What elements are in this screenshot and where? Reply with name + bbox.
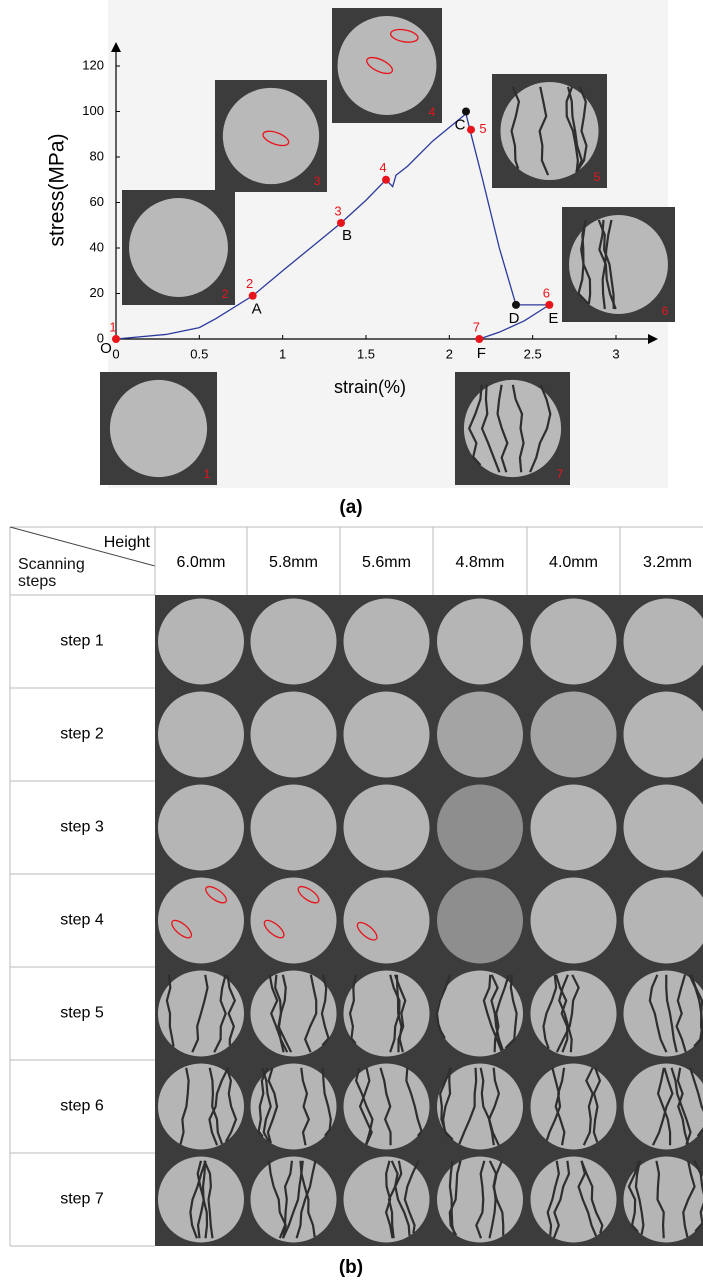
point-letter: A bbox=[252, 301, 262, 318]
point-number: 6 bbox=[543, 285, 550, 300]
y-tick-label: 100 bbox=[82, 103, 104, 118]
scan-point bbox=[249, 292, 257, 300]
inset-label: 3 bbox=[314, 174, 321, 188]
sample bbox=[338, 16, 437, 115]
inset-label: 6 bbox=[662, 304, 669, 318]
inset-label: 2 bbox=[222, 287, 229, 301]
y-tick-label: 80 bbox=[90, 148, 104, 163]
point-letter: O bbox=[100, 340, 112, 357]
scan-point bbox=[382, 176, 390, 184]
x-tick-label: 1.5 bbox=[357, 346, 375, 361]
column-header: 5.8mm bbox=[269, 554, 318, 571]
point-letter: B bbox=[342, 227, 352, 244]
sample bbox=[437, 878, 523, 964]
y-tick-label: 120 bbox=[82, 57, 104, 72]
sample bbox=[437, 599, 523, 685]
inset-label: 7 bbox=[557, 467, 564, 481]
panel-label: (a) bbox=[339, 497, 362, 518]
inset-label: 1 bbox=[204, 467, 211, 481]
key-point bbox=[512, 301, 520, 309]
sample bbox=[158, 878, 244, 964]
x-tick-label: 2 bbox=[446, 346, 453, 361]
x-tick-label: 1 bbox=[279, 346, 286, 361]
sample bbox=[129, 198, 228, 297]
sample bbox=[531, 599, 617, 685]
panel-label: (b) bbox=[339, 1257, 363, 1278]
sample bbox=[531, 1064, 617, 1150]
sample bbox=[531, 785, 617, 871]
sample bbox=[251, 878, 337, 964]
x-tick-label: 0.5 bbox=[190, 346, 208, 361]
sample bbox=[531, 692, 617, 778]
inset-label: 4 bbox=[429, 105, 436, 119]
sample bbox=[251, 599, 337, 685]
sample bbox=[223, 88, 319, 184]
sample bbox=[158, 785, 244, 871]
page: strain(%) stress(MPa) (a) (b) 1234567020… bbox=[0, 0, 703, 1284]
point-number: 5 bbox=[479, 121, 486, 136]
y-axis-label: stress(MPa) bbox=[46, 133, 69, 246]
scan-point bbox=[337, 219, 345, 227]
point-letter: C bbox=[455, 116, 466, 133]
sample bbox=[158, 1157, 244, 1243]
corner-bottom: Scanning steps bbox=[18, 556, 96, 590]
sample bbox=[531, 1157, 617, 1243]
scan-point bbox=[545, 301, 553, 309]
sample bbox=[110, 380, 207, 477]
scan-point bbox=[467, 126, 475, 134]
sample bbox=[344, 971, 430, 1057]
sample bbox=[344, 599, 430, 685]
column-header: 4.0mm bbox=[549, 554, 598, 571]
scan-point bbox=[112, 335, 120, 343]
sample bbox=[531, 971, 617, 1057]
column-header: 6.0mm bbox=[177, 554, 226, 571]
row-header: step 4 bbox=[60, 912, 104, 929]
row-header: step 5 bbox=[60, 1005, 104, 1022]
row-header: step 1 bbox=[60, 633, 104, 650]
scan-point bbox=[475, 335, 483, 343]
y-tick-label: 60 bbox=[90, 194, 104, 209]
point-letter: E bbox=[548, 310, 558, 327]
sample bbox=[158, 599, 244, 685]
sample bbox=[344, 692, 430, 778]
x-tick-label: 3 bbox=[612, 346, 619, 361]
row-header: step 3 bbox=[60, 819, 104, 836]
corner-top: Height bbox=[104, 534, 151, 551]
x-axis-label: strain(%) bbox=[334, 377, 406, 397]
column-header: 3.2mm bbox=[643, 554, 692, 571]
point-number: 3 bbox=[334, 203, 341, 218]
x-tick-label: 2.5 bbox=[524, 346, 542, 361]
row-header: step 7 bbox=[60, 1191, 104, 1208]
point-number: 4 bbox=[379, 160, 386, 175]
key-point bbox=[462, 108, 470, 116]
sample bbox=[158, 692, 244, 778]
row-header: step 6 bbox=[60, 1098, 104, 1115]
sample bbox=[251, 1157, 337, 1243]
sample bbox=[344, 878, 430, 964]
x-tick-label: 0 bbox=[112, 346, 119, 361]
column-header: 5.6mm bbox=[362, 554, 411, 571]
point-number: 1 bbox=[109, 319, 116, 334]
point-number: 2 bbox=[246, 276, 253, 291]
row-header: step 2 bbox=[60, 726, 104, 743]
y-tick-label: 40 bbox=[90, 239, 104, 254]
sample bbox=[437, 692, 523, 778]
point-letter: D bbox=[509, 310, 520, 327]
inset-label: 5 bbox=[594, 170, 601, 184]
sample bbox=[437, 1157, 523, 1243]
figure: strain(%) stress(MPa) (a) (b) 1234567020… bbox=[0, 0, 703, 1284]
point-letter: F bbox=[477, 345, 486, 362]
y-tick-label: 20 bbox=[90, 285, 104, 300]
sample bbox=[251, 785, 337, 871]
sample bbox=[344, 785, 430, 871]
sample bbox=[531, 878, 617, 964]
sample bbox=[251, 692, 337, 778]
sample bbox=[437, 785, 523, 871]
point-number: 7 bbox=[473, 319, 480, 334]
column-header: 4.8mm bbox=[456, 554, 505, 571]
